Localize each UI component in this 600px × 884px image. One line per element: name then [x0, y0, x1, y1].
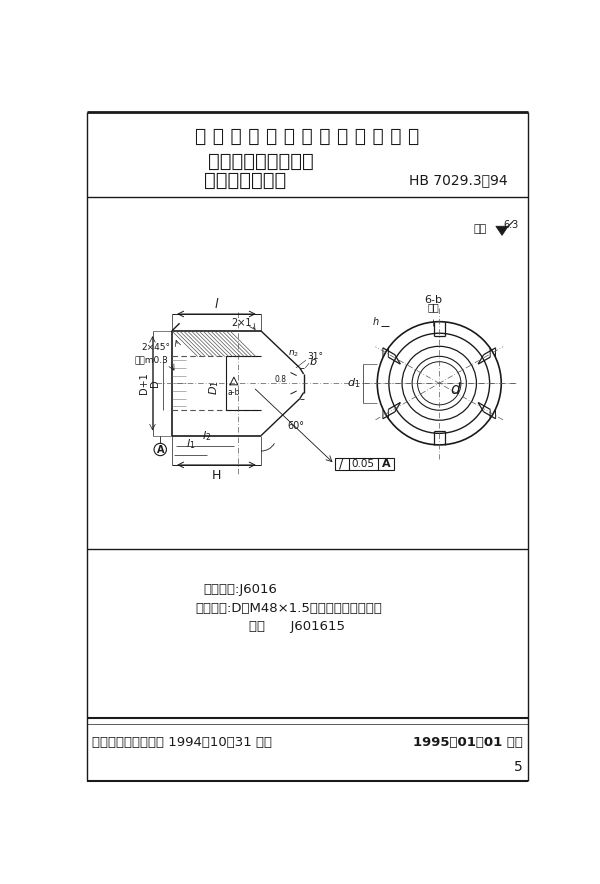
Text: 2×45°: 2×45° — [142, 343, 170, 353]
Text: 夹具通用元件紧固件: 夹具通用元件紧固件 — [208, 152, 314, 171]
Text: 60°: 60° — [287, 421, 304, 431]
Text: D: D — [150, 379, 160, 387]
Text: D+1: D+1 — [139, 372, 149, 394]
Text: $d$: $d$ — [451, 381, 462, 398]
Text: 螺母      J601615: 螺母 J601615 — [250, 620, 346, 633]
Text: $D_1$: $D_1$ — [208, 380, 221, 394]
Text: 均布: 均布 — [427, 302, 439, 312]
Text: 31°: 31° — [308, 352, 323, 361]
Text: 1995－01－01 实施: 1995－01－01 实施 — [413, 735, 523, 749]
Text: A: A — [382, 459, 390, 469]
Text: HB 7029.3－94: HB 7029.3－94 — [409, 173, 508, 187]
Text: 0.8: 0.8 — [275, 375, 287, 384]
Text: 分类代号:J6016: 分类代号:J6016 — [203, 583, 277, 596]
Text: $d_1$: $d_1$ — [347, 377, 360, 390]
Text: b: b — [310, 357, 317, 367]
Text: $l$: $l$ — [214, 297, 219, 311]
Text: H: H — [212, 469, 221, 482]
Text: 6-b: 6-b — [424, 294, 442, 305]
Bar — [335, 458, 394, 470]
Text: 2×1: 2×1 — [232, 318, 252, 328]
Text: /: / — [340, 458, 344, 470]
Text: 6.3: 6.3 — [503, 220, 519, 230]
Text: h: h — [373, 316, 379, 327]
Polygon shape — [496, 226, 508, 235]
Text: $l_1$: $l_1$ — [186, 438, 196, 451]
Text: 中 华 人 民 共 和 国 航 空 工 业 标 准: 中 华 人 民 共 和 国 航 空 工 业 标 准 — [196, 127, 419, 147]
Text: $n_2$: $n_2$ — [288, 349, 299, 359]
Text: 中国航空工业总公司 1994－10－31 发布: 中国航空工业总公司 1994－10－31 发布 — [92, 735, 272, 749]
Text: $l_2$: $l_2$ — [202, 429, 211, 443]
Text: 0.05: 0.05 — [352, 459, 375, 469]
Text: 粗纹m0.3: 粗纹m0.3 — [134, 355, 168, 365]
Text: 其余: 其余 — [473, 225, 487, 234]
Text: a-b: a-b — [227, 388, 240, 397]
Text: 标记示例:D＝M48×1.5的带槽锥面圆螺母：: 标记示例:D＝M48×1.5的带槽锥面圆螺母： — [195, 602, 382, 614]
Text: 5: 5 — [514, 759, 523, 774]
Text: 带槽锥面圆螺母: 带槽锥面圆螺母 — [205, 171, 287, 189]
Text: A: A — [157, 445, 164, 454]
